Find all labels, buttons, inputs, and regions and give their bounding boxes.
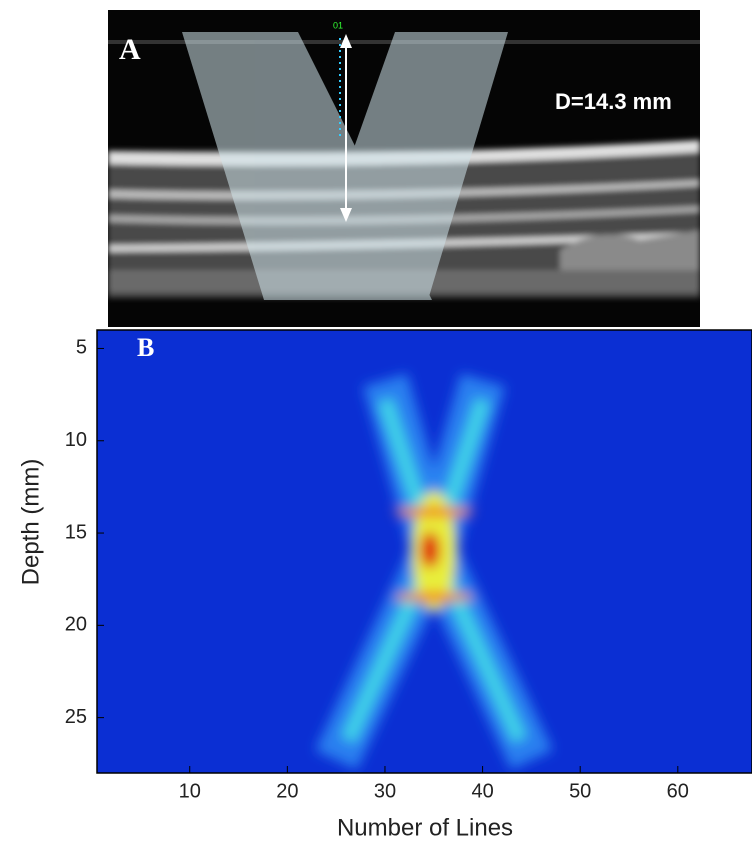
heatmap: [97, 330, 752, 773]
x-tick-label: 20: [276, 780, 298, 802]
y-tick-label: 5: [76, 337, 87, 359]
x-axis-label: Number of Lines: [337, 814, 513, 841]
y-tick-label: 15: [65, 521, 87, 543]
figure: 01 A D=14.3 mm B Number of Lines Depth (…: [0, 0, 752, 848]
ultrasound-panel: 01 A D=14.3 mm: [108, 10, 700, 327]
y-tick-label: 25: [65, 706, 87, 728]
y-axis-label: Depth (mm): [17, 459, 44, 586]
y-tick-label: 10: [65, 429, 87, 451]
x-tick-label: 10: [179, 780, 201, 802]
x-tick-label: 30: [374, 780, 396, 802]
hot-spot: [394, 507, 474, 517]
hot-spot: [420, 532, 440, 568]
x-tick-label: 40: [471, 780, 493, 802]
y-tick-label: 20: [65, 614, 87, 636]
panel-label: A: [119, 33, 141, 66]
x-tick-label: 50: [569, 780, 591, 802]
hot-spot: [394, 592, 474, 602]
x-tick-label: 60: [667, 780, 689, 802]
measurement-label: D=14.3 mm: [555, 89, 672, 114]
panel-label: B: [137, 333, 154, 362]
marker-label: 01: [333, 20, 343, 30]
